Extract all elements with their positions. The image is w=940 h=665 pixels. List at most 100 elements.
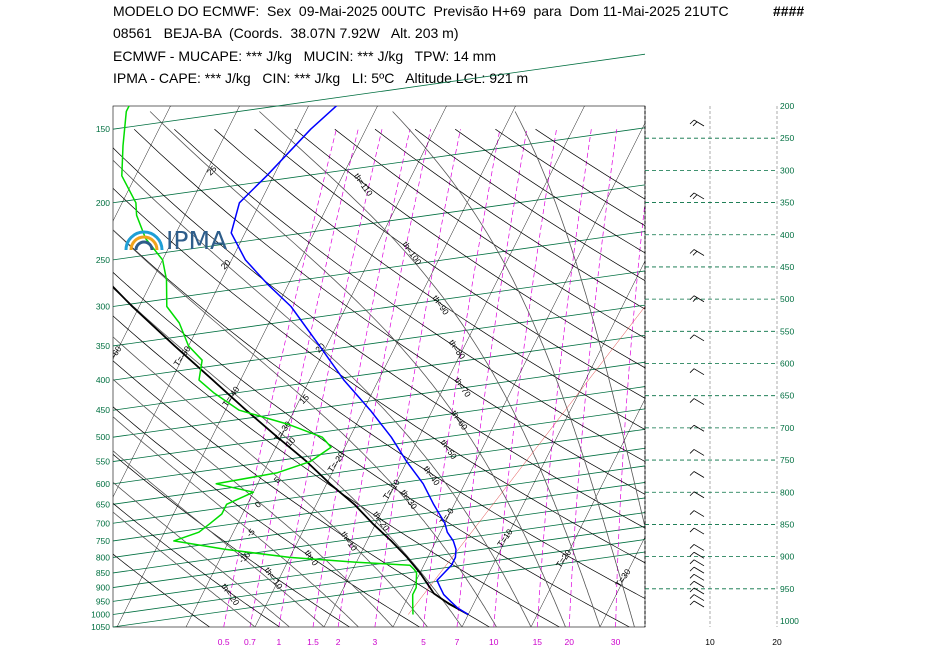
dry-adiabat-label: th=10 — [339, 529, 360, 553]
dry-adiabat-line — [254, 128, 645, 399]
axis-labels: 1502002503003504004505005506006507007508… — [91, 101, 799, 647]
dry-adiabat-line — [214, 128, 645, 430]
wind-barb — [693, 192, 705, 200]
isotherm-line — [323, 106, 585, 627]
isotherm-label: T=30 — [613, 567, 633, 589]
dry-adiabat-label: th=90 — [431, 293, 452, 317]
dry-adiabat-line — [535, 128, 645, 200]
pressure-label-right: 350 — [780, 198, 794, 208]
parcel-profile-line — [113, 285, 469, 616]
wind-barb-flag — [689, 449, 695, 454]
wind-barb-flag — [689, 491, 695, 497]
header-line-ecmwf-indices: ECMWF - MUCAPE: *** J/kg MUCIN: *** J/kg… — [113, 48, 496, 64]
pressure-label-left: 650 — [96, 499, 110, 509]
isobar-line — [112, 184, 646, 261]
isobar-line — [112, 539, 646, 615]
dry-adiabat-line — [113, 147, 645, 529]
wind-barb-flag — [689, 559, 695, 565]
moist-adiabat-line — [113, 481, 290, 627]
wind-barb-flag — [689, 249, 695, 254]
wind-barb-flag — [689, 192, 695, 198]
pressure-label-right: 950 — [780, 584, 794, 594]
pressure-label-left: 850 — [96, 568, 110, 578]
wind-barb — [693, 491, 705, 499]
wind-barb-flag — [689, 368, 695, 373]
isotherm-line — [254, 106, 516, 627]
pressure-label-right: 800 — [780, 487, 794, 497]
ipma-logo-icon — [124, 230, 164, 251]
isobar-line — [112, 386, 646, 462]
moist-adiabat-line — [113, 336, 428, 627]
wind-barb-flag — [689, 594, 695, 599]
mixing-ratio-label: 7 — [455, 637, 460, 647]
reference-line — [408, 306, 645, 615]
isobar-line — [112, 447, 646, 524]
moist-adiabat-label: 0 — [253, 499, 264, 510]
dry-adiabat-label: th=100 — [400, 239, 423, 266]
mixing-ratio-line — [423, 129, 501, 627]
wind-barb-flag — [689, 580, 695, 586]
pressure-label-left: 800 — [96, 552, 110, 562]
isobar-line — [112, 334, 646, 411]
mixing-ratio-label: 2 — [336, 637, 341, 647]
dry-adiabat-line — [174, 128, 645, 462]
mixing-ratio-label: 0.5 — [218, 637, 230, 647]
pressure-label-left: 200 — [96, 198, 110, 208]
isotherm-line — [113, 106, 309, 498]
pressure-label-left: 750 — [96, 536, 110, 546]
isotherm-line — [669, 106, 930, 627]
moist-adiabat-line — [149, 111, 566, 627]
mixing-ratio-label: 3 — [372, 637, 377, 647]
mixing-ratio-line — [223, 129, 337, 627]
pressure-label-right: 200 — [780, 101, 794, 111]
isotherm-label: T=-80 — [13, 247, 34, 271]
pressure-label-right: 650 — [780, 391, 794, 401]
wind-barb-flag — [689, 424, 695, 430]
isotherm-line — [116, 106, 378, 627]
isobar-line — [112, 497, 646, 574]
wind-barb — [693, 119, 705, 127]
wind-barb — [693, 398, 705, 405]
dry-adiabat-line — [334, 128, 645, 339]
moist-adiabat-line — [113, 416, 359, 627]
wind-barb — [693, 600, 705, 608]
pressure-label-left: 900 — [96, 583, 110, 593]
isotherm-line — [0, 106, 33, 627]
wind-barb-flag — [689, 551, 695, 557]
pressure-label-right: 250 — [780, 133, 794, 143]
wind-barb — [693, 368, 705, 376]
pressure-label-left: 350 — [96, 341, 110, 351]
wind-barb — [693, 249, 705, 256]
mixing-ratio-label: 1.5 — [307, 637, 319, 647]
moist-adiabat-line — [514, 111, 645, 529]
dry-adiabat-lines — [113, 128, 645, 627]
mixing-ratio-label: 15 — [533, 637, 543, 647]
pressure-label-right: 400 — [780, 230, 794, 240]
wind-barb — [693, 510, 705, 517]
wind-barb — [693, 580, 705, 588]
wind-barb-flag — [692, 251, 698, 256]
wind-barb-flag — [689, 295, 695, 301]
dry-adiabat-label: th=30 — [399, 488, 420, 512]
isotherm-line — [392, 122, 645, 627]
pressure-label-left: 950 — [96, 596, 110, 606]
mixing-ratio-label: 10 — [489, 637, 499, 647]
dry-adiabat-label: th=110 — [352, 171, 375, 198]
moist-adiabat-line — [113, 450, 325, 627]
isotherm-label: T=-60 — [102, 344, 123, 368]
wind-barb — [693, 573, 705, 581]
pressure-label-left: 600 — [96, 479, 110, 489]
wind-barb — [693, 566, 705, 574]
isobar-line — [112, 428, 646, 505]
dry-adiabat-line — [374, 128, 645, 310]
dry-adiabat-line — [113, 360, 490, 627]
isobar-line — [112, 270, 646, 347]
isotherm-lines — [0, 106, 930, 627]
isobar-group — [112, 53, 646, 628]
dewpoint-profile-line — [121, 106, 418, 615]
pressure-label-right: 750 — [780, 455, 794, 465]
isotherm-label: T=-10 — [381, 477, 402, 501]
wind-barb — [693, 527, 705, 535]
wind-scale-label: 10 — [705, 637, 715, 647]
